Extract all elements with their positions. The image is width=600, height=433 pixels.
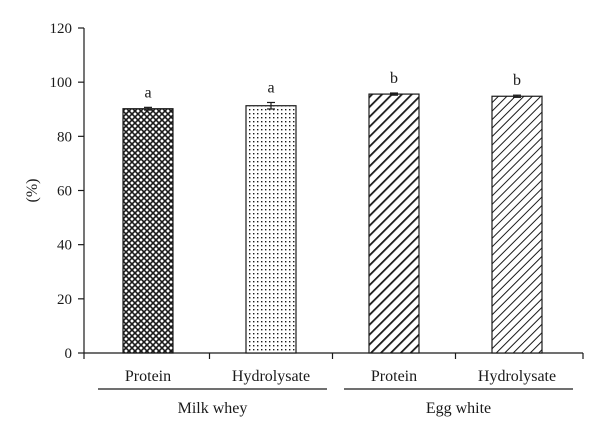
bar-egg-white-protein [368, 93, 420, 354]
bar-egg-white-hydrolysate [491, 95, 543, 354]
error-bar [267, 101, 275, 110]
category-label: Hydrolysate [232, 368, 310, 385]
y-tick-label: 80 [57, 129, 72, 145]
category-label: Protein [371, 368, 417, 385]
category-labels: Protein Hydrolysate Protein Hydrolysate [125, 368, 556, 385]
y-axis-ticks: 0 20 40 60 80 100 120 [50, 21, 84, 362]
y-tick-label: 40 [57, 238, 72, 254]
error-bars [144, 92, 521, 111]
significance-label: b [513, 72, 521, 89]
bar-milk-whey-hydrolysate [245, 105, 297, 354]
y-tick-label: 0 [65, 346, 73, 362]
x-axis-ticks [83, 353, 584, 359]
y-tick-label: 20 [57, 292, 72, 308]
y-tick-label: 60 [57, 184, 72, 200]
significance-label: a [144, 84, 151, 101]
category-label: Protein [125, 368, 171, 385]
bars [122, 93, 543, 354]
group-label: Egg white [426, 400, 491, 417]
group-label: Milk whey [178, 400, 248, 417]
error-bar [144, 106, 152, 111]
bar-milk-whey-protein [122, 108, 174, 354]
significance-label: a [267, 79, 274, 96]
significance-labels: a ab b [144, 70, 521, 101]
y-axis-label: (%) [24, 179, 41, 203]
category-label: Hydrolysate [478, 368, 556, 385]
error-bar [513, 94, 521, 98]
group-brackets: Milk whey Egg white [98, 388, 573, 417]
y-tick-label: 120 [50, 21, 73, 37]
significance-label: b [390, 70, 398, 87]
y-tick-label: 100 [50, 75, 73, 91]
error-bar [390, 92, 398, 96]
